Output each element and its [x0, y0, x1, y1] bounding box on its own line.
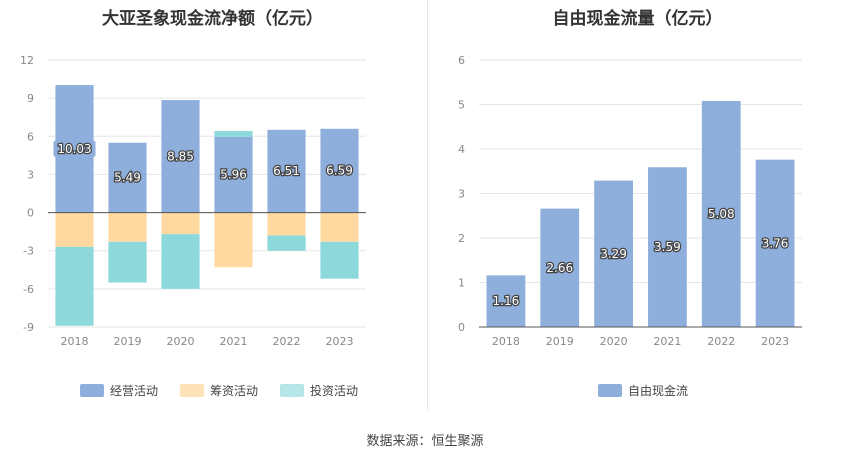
right-chart-data-label-bg [650, 239, 685, 256]
right-chart-x-tick-label: 2023 [761, 335, 789, 348]
left-chart-title: 大亚圣象现金流净额（亿元） [102, 9, 323, 29]
left-chart-data-label-bg [322, 162, 357, 179]
left-chart-y-tick-label: 12 [20, 54, 34, 67]
left-chart-data-label: 6.59 [326, 164, 353, 178]
left-chart-bar-投资活动 [55, 246, 94, 326]
right-chart-x-tick-label: 2020 [600, 335, 628, 348]
left-chart-bar-筹资活动 [320, 212, 359, 242]
legend-label-investing: 投资活动 [310, 384, 359, 398]
left-chart-bar-投资活动 [108, 241, 147, 283]
legend-swatch-operating [80, 384, 104, 397]
right-chart-x-tick-label: 2022 [707, 335, 735, 348]
right-chart-data-label-bg [542, 259, 578, 276]
left-chart-data-label-bg [110, 169, 145, 186]
right-chart-x-tick-label: 2018 [492, 335, 520, 348]
left-chart-data-label: 10.03 [57, 142, 91, 156]
right-chart-x-tick-label: 2019 [546, 335, 574, 348]
right-chart-data-label: 5.08 [708, 207, 735, 221]
right-chart-data-label: 1.16 [493, 294, 520, 308]
left-chart-data-label-bg [216, 166, 251, 183]
left-chart-bar-筹资活动 [214, 212, 253, 268]
left-chart-data-label: 6.51 [273, 164, 300, 178]
legend-label-free-cash: 自由现金流 [628, 384, 689, 398]
right-legend: 自由现金流 [598, 382, 688, 399]
legend-label-financing: 筹资活动 [210, 384, 259, 398]
legend-swatch-investing [280, 384, 305, 397]
right-chart-data-label-bg [488, 293, 524, 310]
right-chart-y-tick-label: 4 [458, 143, 465, 156]
left-chart-data-label-bg [53, 140, 96, 157]
legend-item-free-cash[interactable]: 自由现金流 [598, 382, 688, 399]
left-chart-bar-投资活动 [267, 235, 306, 251]
left-chart-y-tick-label: -6 [23, 283, 34, 296]
left-chart-y-tick-label: -3 [23, 245, 34, 258]
right-chart-data-label: 3.29 [600, 247, 627, 261]
left-chart-data-label: 8.85 [167, 149, 194, 163]
right-chart-y-tick-label: 1 [458, 277, 465, 290]
left-chart-y-tick-label: 3 [27, 168, 34, 181]
left-chart-data-label-bg [163, 148, 198, 165]
left-chart-y-tick-label: 9 [27, 92, 34, 105]
right-chart-y-tick-label: 0 [458, 321, 465, 334]
left-chart-data-label: 5.96 [220, 168, 247, 182]
left-chart-y-tick-label: 0 [27, 207, 34, 220]
left-chart-x-tick-label: 2019 [114, 335, 142, 348]
legend-swatch-free-cash [598, 384, 622, 397]
left-chart-bar-筹资活动 [161, 212, 200, 235]
left-chart-bar-投资活动 [320, 241, 359, 279]
right-chart-data-label: 3.59 [654, 240, 681, 254]
left-chart-x-tick-label: 2023 [326, 335, 354, 348]
legend-item-financing[interactable]: 筹资活动 [180, 382, 258, 399]
right-chart-y-tick-label: 3 [458, 188, 465, 201]
left-chart-data-label-bg [269, 163, 304, 180]
left-chart-y-tick-label: -9 [23, 321, 34, 334]
panel-divider [427, 0, 428, 410]
right-chart-data-label-bg [757, 235, 793, 252]
right-chart-data-label-bg [596, 245, 631, 262]
right-chart-data-label: 2.66 [546, 261, 573, 275]
right-chart-x-tick-label: 2021 [653, 335, 681, 348]
left-chart-bar-筹资活动 [267, 212, 306, 236]
left-chart-y-tick-label: 6 [27, 130, 34, 143]
legend-swatch-financing [180, 384, 205, 397]
legend-label-operating: 经营活动 [110, 384, 159, 398]
left-chart-data-label: 5.49 [114, 171, 141, 185]
data-source: 数据来源：恒生聚源 [366, 434, 484, 449]
legend-item-operating[interactable]: 经营活动 [80, 382, 158, 399]
left-chart-x-tick-label: 2022 [273, 335, 301, 348]
right-chart-y-tick-label: 2 [458, 232, 465, 245]
left-chart-x-tick-label: 2018 [61, 335, 89, 348]
left-chart-bar-筹资活动 [55, 212, 94, 247]
left-legend: 经营活动 筹资活动 投资活动 [80, 382, 358, 399]
left-chart-x-tick-label: 2021 [220, 335, 248, 348]
legend-item-investing[interactable]: 投资活动 [280, 382, 358, 399]
left-chart-x-tick-label: 2020 [167, 335, 195, 348]
left-chart-bar-筹资活动 [108, 212, 147, 242]
right-chart-data-label-bg [703, 205, 739, 222]
right-chart-data-label: 3.76 [762, 236, 789, 250]
left-chart-bar-投资活动 [214, 131, 253, 137]
left-chart-bar-投资活动 [161, 234, 200, 289]
right-chart-y-tick-label: 5 [458, 99, 465, 112]
right-chart-y-tick-label: 6 [458, 54, 465, 67]
right-chart-title: 自由现金流量（亿元） [552, 9, 723, 29]
